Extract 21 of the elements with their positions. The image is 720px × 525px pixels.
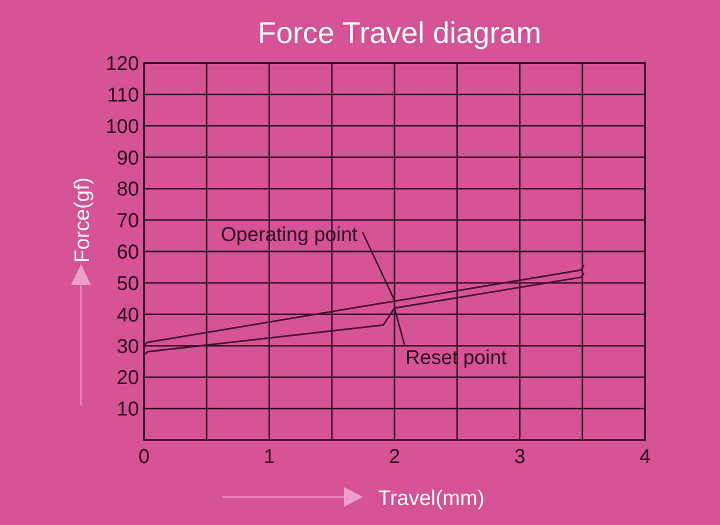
y-tick-label: 80 [116,178,139,201]
x-tick-label: 2 [388,446,400,468]
y-tick-label: 40 [116,304,139,326]
y-tick-label: 70 [116,210,139,232]
x-tick-label: 3 [514,446,526,468]
y-tick-label: 100 [106,116,139,138]
line-series [143,264,584,346]
x-axis-title: Travel(mm) [378,487,485,510]
x-tick-label: 4 [639,446,651,468]
y-tick-label: 10 [116,398,139,421]
y-tick-label: 50 [116,272,139,295]
y-tick-label: 60 [116,242,139,264]
y-tick-label: 90 [116,147,139,170]
chart-title: Force Travel diagram [258,17,542,50]
x-tick-label: 1 [264,446,275,468]
y-tick-label: 110 [107,84,139,106]
y-tick-label: 120 [106,53,139,75]
y-tick-label: 30 [116,336,139,358]
x-tick-label: 0 [138,446,150,468]
y-tick-label: 20 [116,367,139,390]
y-axis-title: Force(gf) [71,177,94,263]
